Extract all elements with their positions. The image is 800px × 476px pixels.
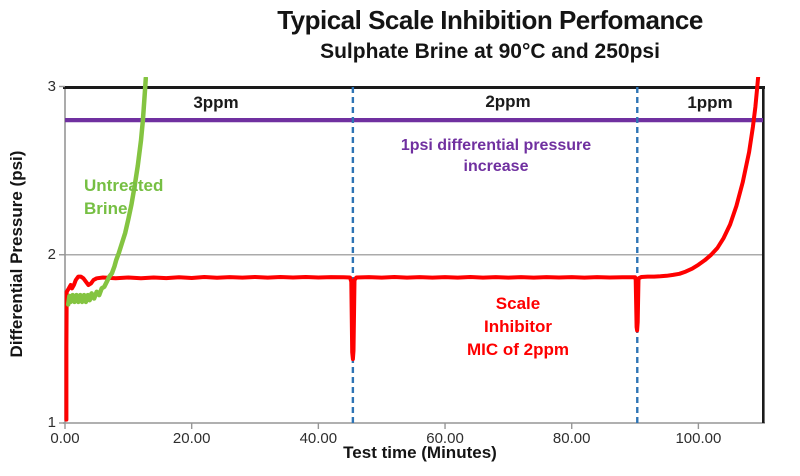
series-line-untreated-brine (65, 77, 149, 307)
scale-inhibitor-label-line3: MIC of 2ppm (467, 340, 569, 359)
scale-inhibitor-label-line1: Scale (495, 294, 541, 313)
region-label-1ppm: 1ppm (687, 93, 733, 112)
x-tick-label-60: 60.00 (426, 430, 464, 447)
x-tick-label-80: 80.00 (552, 430, 591, 447)
x-tick-label-40: 40.00 (299, 430, 338, 447)
scale-inhibitor-label: Scale Inhibitor MIC of 2ppm (418, 292, 618, 361)
y-tick-label-2: 2 (47, 245, 56, 263)
untreated-brine-label: Untreated Brine (84, 174, 163, 220)
x-tick-label-0: 0.00 (50, 430, 80, 447)
series-line-scale-inhibitor (64, 77, 761, 422)
threshold-annotation-line2: increase (463, 158, 529, 175)
threshold-annotation-line1: 1psi differential pressure (400, 137, 592, 154)
untreated-brine-label-line1: Untreated (84, 176, 164, 195)
threshold-annotation: 1psi differential pressure increase (366, 135, 626, 177)
x-axis-title: Test time (Minutes) (343, 443, 497, 462)
chart-subtitle: Sulphate Brine at 90°C and 250psi (320, 40, 660, 63)
x-tick-label-100: 100.00 (675, 430, 722, 447)
y-tick-label-3: 3 (47, 77, 56, 95)
chart-title: Typical Scale Inhibition Perfomance (277, 5, 703, 35)
untreated-brine-label-line2: Brine (84, 199, 128, 218)
x-tick-label-20: 20.00 (172, 430, 211, 447)
region-label-2ppm: 2ppm (485, 92, 531, 111)
scale-inhibitor-label-line2: Inhibitor (484, 317, 552, 336)
region-label-3ppm: 3ppm (193, 93, 239, 112)
y-tick-label-1: 1 (47, 414, 56, 431)
